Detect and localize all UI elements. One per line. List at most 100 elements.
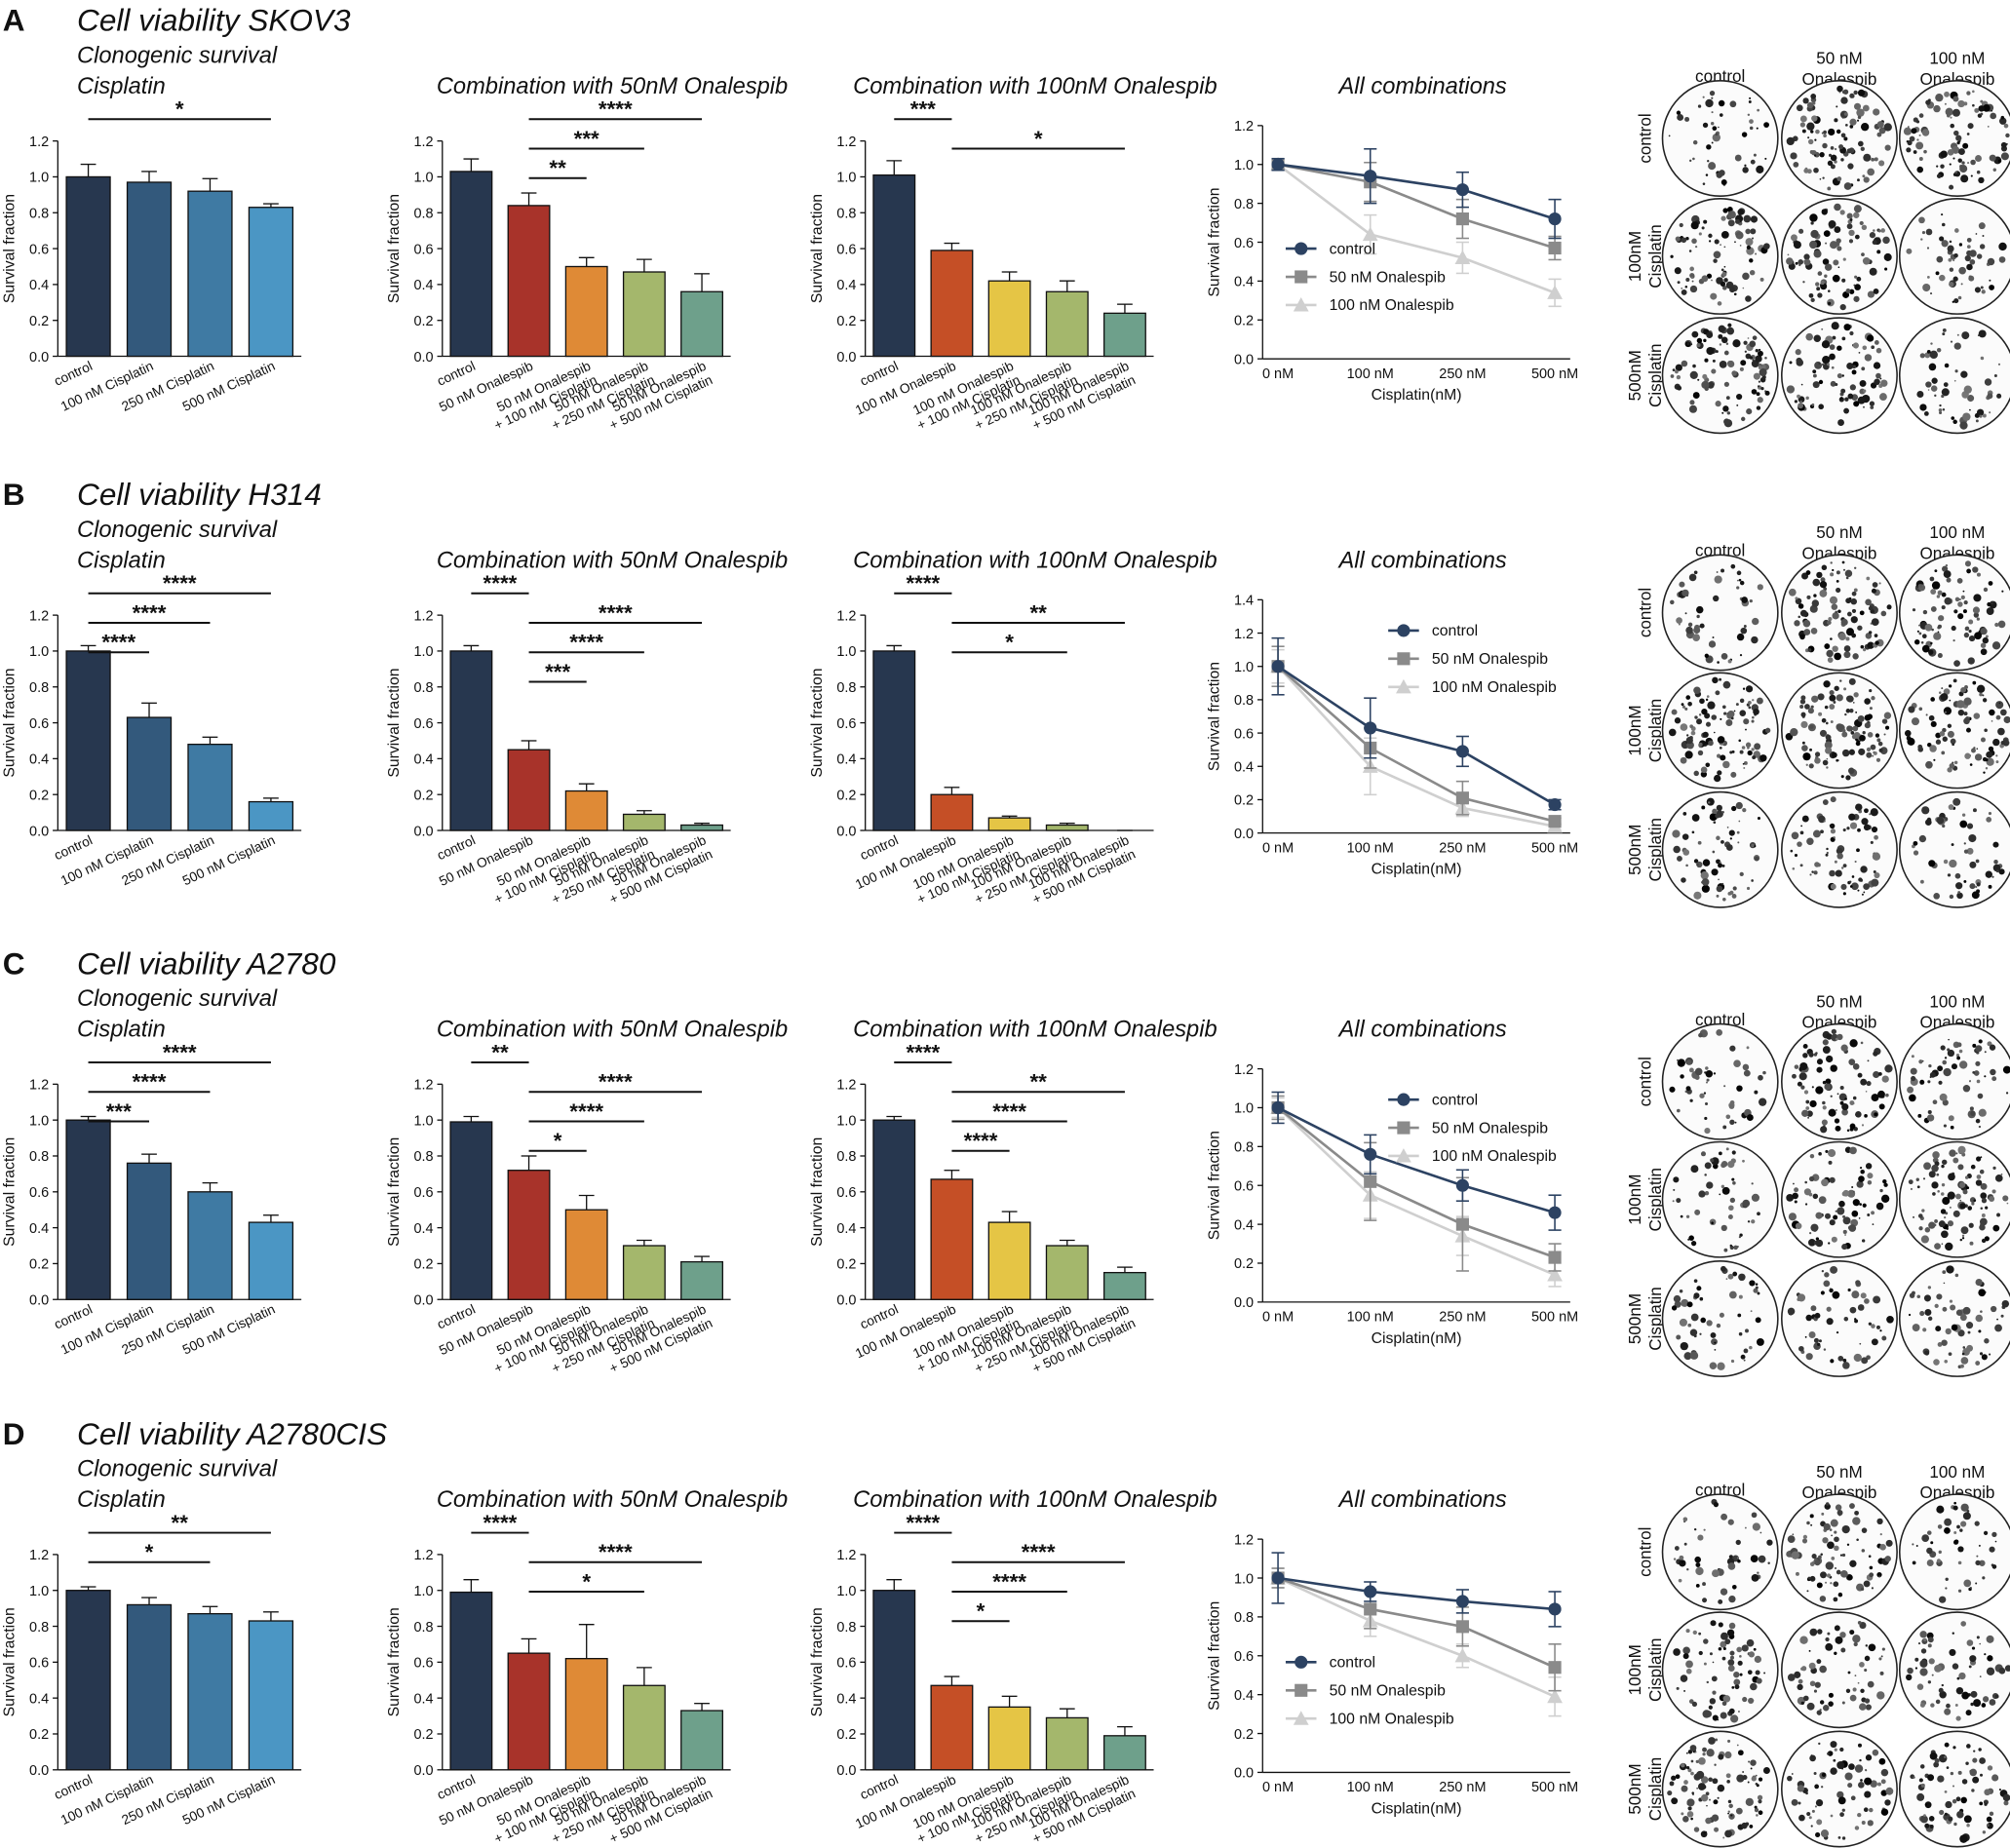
colony bbox=[1813, 870, 1818, 875]
colony bbox=[1717, 1362, 1725, 1370]
colony bbox=[1745, 1797, 1754, 1806]
colony bbox=[1834, 203, 1841, 212]
colony bbox=[1728, 1103, 1735, 1109]
significance-label: * bbox=[554, 1129, 562, 1153]
colony bbox=[1837, 1835, 1841, 1839]
colony bbox=[1693, 859, 1699, 864]
colony bbox=[1842, 728, 1846, 733]
colony bbox=[1957, 601, 1963, 607]
colony bbox=[1818, 1152, 1822, 1156]
colony bbox=[1810, 628, 1818, 635]
colony bbox=[1949, 1648, 1956, 1656]
colony bbox=[1955, 1053, 1960, 1058]
colony bbox=[1711, 714, 1718, 720]
colony bbox=[1994, 1540, 1997, 1543]
colony bbox=[1808, 1238, 1816, 1247]
colony bbox=[1835, 1125, 1841, 1132]
colony bbox=[1722, 897, 1726, 902]
colony bbox=[1978, 1329, 1982, 1333]
point bbox=[1364, 721, 1377, 735]
y-tick-label: 0.2 bbox=[836, 1257, 856, 1273]
colony bbox=[1743, 625, 1747, 628]
bar bbox=[187, 744, 233, 831]
colony bbox=[1944, 711, 1947, 713]
colony bbox=[1918, 707, 1923, 712]
colony bbox=[1927, 1636, 1934, 1643]
colony bbox=[1815, 1798, 1824, 1807]
colony bbox=[1961, 161, 1965, 165]
colony bbox=[1812, 1193, 1819, 1200]
colony bbox=[1856, 108, 1865, 117]
colony bbox=[1928, 1316, 1933, 1321]
colony bbox=[1985, 870, 1992, 878]
colony bbox=[1942, 565, 1949, 572]
colony bbox=[2000, 152, 2009, 161]
colony bbox=[1699, 1296, 1704, 1301]
colony bbox=[1976, 1174, 1982, 1179]
colony bbox=[1952, 300, 1954, 303]
colony bbox=[1979, 1642, 1981, 1645]
colony bbox=[1750, 1682, 1758, 1691]
point bbox=[1364, 1602, 1377, 1616]
colony bbox=[1730, 716, 1734, 720]
colony bbox=[1677, 1059, 1685, 1067]
colony bbox=[1919, 1702, 1925, 1708]
colony bbox=[1868, 1322, 1873, 1326]
panel-subtitle: Clonogenic survival bbox=[77, 986, 278, 1012]
colony bbox=[1759, 1531, 1762, 1534]
colony bbox=[1961, 813, 1966, 817]
y-tick-label: 0.8 bbox=[1234, 693, 1254, 709]
colony bbox=[1739, 1673, 1743, 1676]
panel-subtitle: Clonogenic survival bbox=[77, 518, 278, 543]
colony bbox=[1820, 829, 1824, 834]
colony bbox=[1831, 1028, 1837, 1035]
colony bbox=[1918, 1226, 1923, 1231]
colony bbox=[1680, 1341, 1688, 1351]
colony bbox=[1703, 1831, 1706, 1834]
colony bbox=[1712, 126, 1718, 132]
colony bbox=[1815, 282, 1820, 287]
colony bbox=[1698, 1650, 1703, 1656]
dish-outline bbox=[1661, 1022, 1779, 1140]
colony bbox=[1982, 1696, 1990, 1703]
colony bbox=[1920, 879, 1924, 884]
colony bbox=[1955, 1193, 1961, 1200]
colony bbox=[1860, 1587, 1865, 1591]
colony bbox=[1798, 228, 1804, 234]
colony bbox=[1988, 811, 1992, 816]
colony bbox=[1685, 1214, 1690, 1218]
colony bbox=[1860, 1779, 1863, 1782]
colony bbox=[1969, 883, 1976, 890]
colony bbox=[1688, 1067, 1694, 1073]
colony bbox=[1950, 123, 1955, 129]
colony bbox=[1843, 324, 1851, 331]
colony bbox=[1841, 731, 1848, 738]
colony bbox=[1794, 1200, 1797, 1204]
legend-label: 50 nM Onalespib bbox=[1330, 269, 1446, 286]
colony bbox=[1953, 609, 1958, 614]
colony bbox=[1749, 599, 1753, 603]
colony bbox=[1686, 1798, 1695, 1807]
colony bbox=[1797, 603, 1804, 609]
colony bbox=[1869, 813, 1872, 816]
y-tick-label: 1.2 bbox=[413, 608, 433, 624]
colony bbox=[1984, 1653, 1987, 1656]
colony bbox=[1740, 627, 1748, 635]
colony bbox=[1878, 748, 1883, 752]
label-line: 500nM bbox=[1626, 350, 1644, 401]
colony bbox=[1759, 367, 1767, 377]
colony bbox=[1981, 1213, 1986, 1217]
significance-label: **** bbox=[599, 1070, 633, 1095]
colony bbox=[1925, 381, 1932, 388]
colony bbox=[1953, 760, 1958, 765]
colony bbox=[1982, 1830, 1987, 1834]
colony bbox=[1718, 863, 1722, 868]
colony bbox=[1821, 1786, 1824, 1789]
colony bbox=[1973, 712, 1981, 719]
colony bbox=[1966, 847, 1974, 855]
colony bbox=[1868, 631, 1873, 635]
colony bbox=[1971, 1789, 1975, 1792]
colony bbox=[1986, 1816, 1992, 1823]
